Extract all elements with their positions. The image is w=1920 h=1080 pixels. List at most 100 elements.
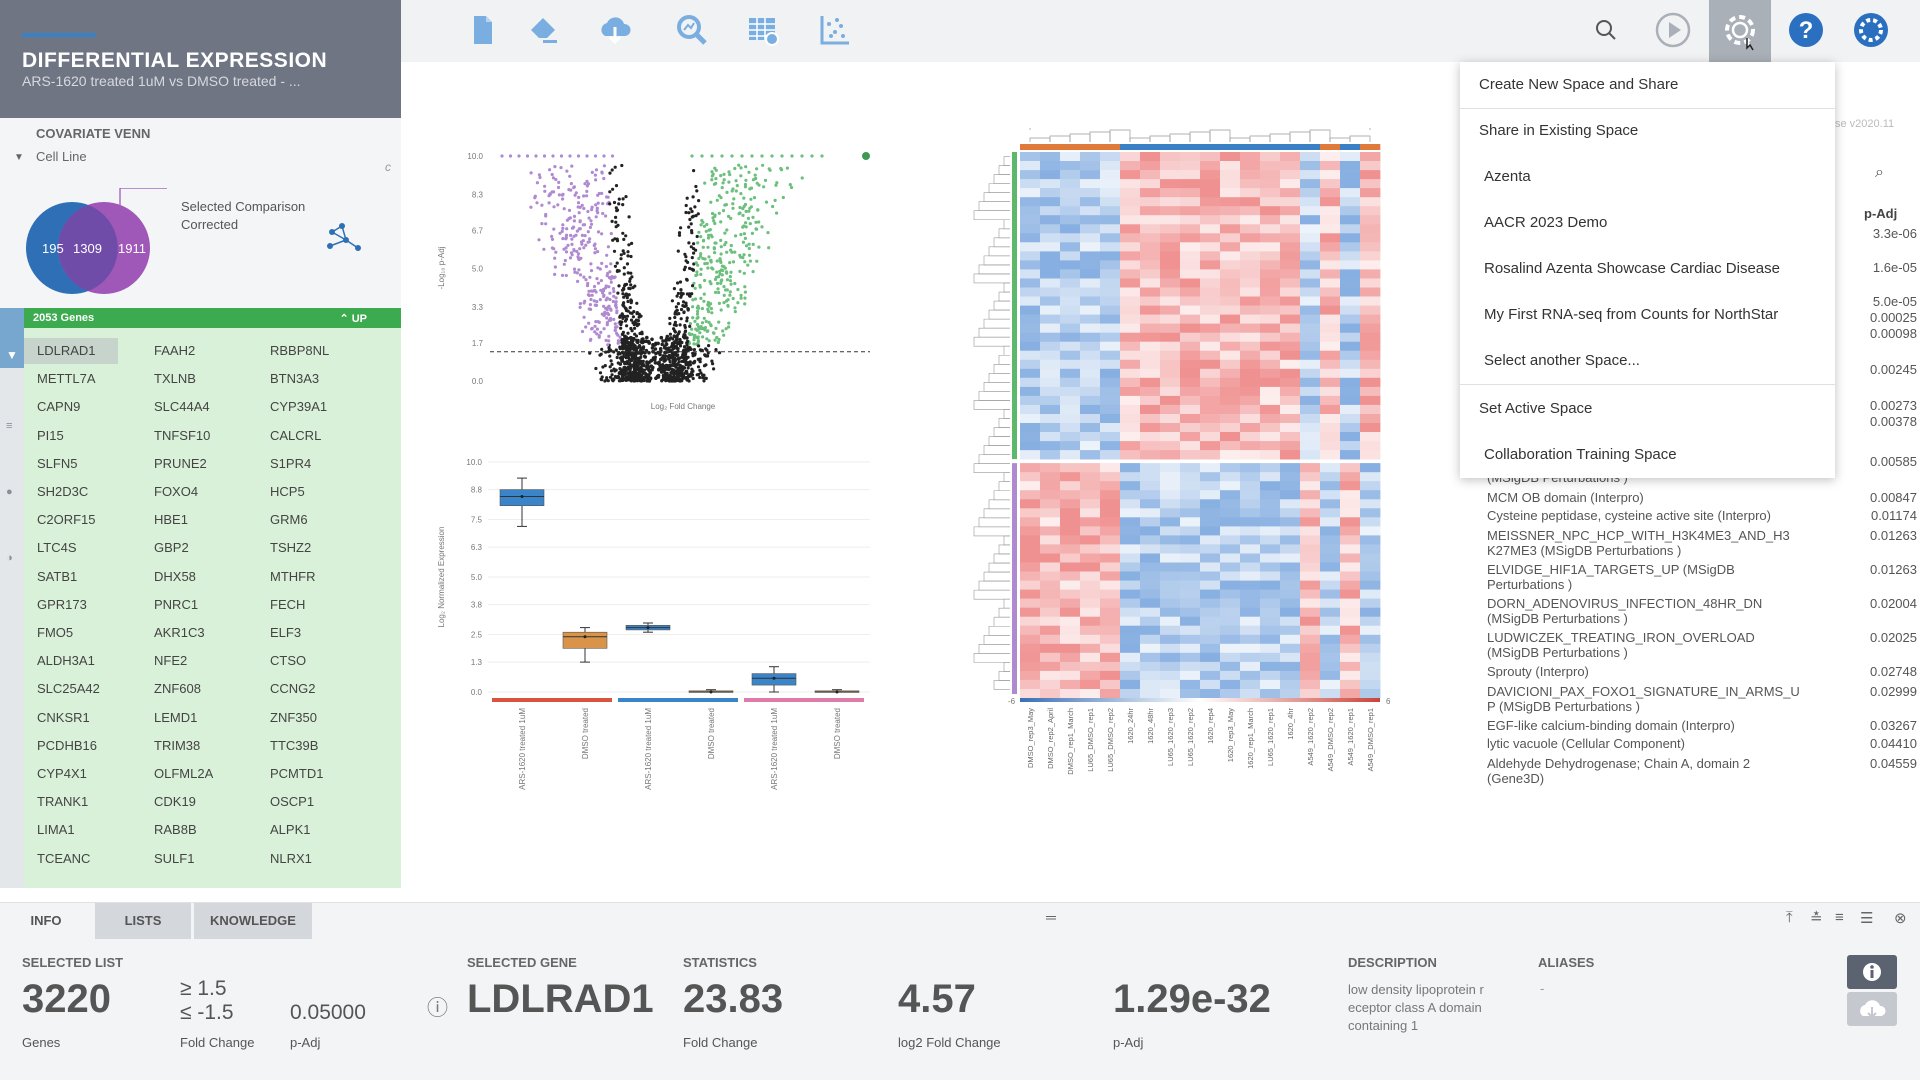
gene-list-item[interactable]: TNFSF10 bbox=[154, 427, 211, 443]
tab-info[interactable]: INFO bbox=[0, 903, 92, 939]
refresh-icon[interactable]: c bbox=[385, 160, 391, 174]
gene-list-item[interactable]: SLC25A42 bbox=[37, 681, 100, 697]
gene-list-item[interactable]: TCEANC bbox=[37, 850, 91, 866]
gene-list-item[interactable]: MTHFR bbox=[270, 568, 316, 584]
play-icon[interactable] bbox=[1653, 10, 1693, 50]
chevron-down-icon[interactable]: ▼ bbox=[14, 152, 24, 163]
table-padj-value[interactable]: 0.00273 bbox=[1870, 398, 1917, 413]
gene-list-item[interactable]: HCP5 bbox=[270, 484, 305, 499]
gene-list-item[interactable]: TTC39B bbox=[270, 737, 319, 753]
table-search-icon[interactable]: ⌕ bbox=[1875, 164, 1884, 181]
tag-icon[interactable]: ● bbox=[6, 486, 13, 498]
box[interactable] bbox=[499, 477, 545, 527]
gene-list-item[interactable]: GPR173 bbox=[37, 596, 87, 612]
gene-list-item[interactable]: S1PR4 bbox=[270, 455, 312, 471]
gene-list-item[interactable]: RBBP8NL bbox=[270, 343, 330, 358]
gene-list-item[interactable]: GRM6 bbox=[270, 512, 308, 528]
comparison-subtitle[interactable]: ARS-1620 treated 1uM vs DMSO treated - .… bbox=[22, 73, 301, 89]
gene-list-item[interactable]: OSCP1 bbox=[270, 794, 315, 810]
gene-download-button[interactable] bbox=[1847, 992, 1897, 1026]
volcano-plot[interactable]: 10.0 8.3 6.7 5.0 3.3 1.7 0.0 -Log₁₀ p-Adj Log₂ F… bbox=[430, 140, 890, 420]
network-icon[interactable] bbox=[324, 222, 366, 254]
gene-list-item[interactable]: FMO5 bbox=[37, 625, 74, 640]
gene-list-item[interactable]: GBP2 bbox=[154, 540, 189, 556]
gene-list-item[interactable]: SH2D3C bbox=[37, 484, 89, 499]
box[interactable] bbox=[625, 622, 671, 633]
gene-list-item[interactable]: TRIM38 bbox=[154, 737, 201, 753]
sort-icon[interactable]: ≡ bbox=[6, 420, 13, 432]
gene-list-item[interactable]: TRANK1 bbox=[37, 794, 89, 810]
expand-icon[interactable]: ≛ bbox=[1810, 910, 1823, 927]
share-menu-item[interactable]: Collaboration Training Space bbox=[1484, 446, 1677, 463]
share-menu-item[interactable]: Create New Space and Share bbox=[1479, 76, 1679, 93]
share-gear-button[interactable] bbox=[1709, 0, 1771, 62]
gene-list-item[interactable]: BTN3A3 bbox=[270, 371, 320, 387]
share-menu-item[interactable]: Azenta bbox=[1484, 168, 1531, 185]
gene-list-item[interactable]: DHX58 bbox=[154, 568, 196, 584]
pie-icon[interactable]: ◑ bbox=[6, 552, 13, 564]
search-icon[interactable] bbox=[1586, 10, 1626, 50]
share-menu-item[interactable]: Select another Space... bbox=[1484, 352, 1640, 369]
gene-list-item[interactable]: ALPK1 bbox=[270, 822, 311, 838]
covariate-dropdown[interactable]: Cell Line bbox=[36, 149, 87, 164]
gene-list-item[interactable]: ELF3 bbox=[270, 625, 302, 640]
venn-diagram[interactable]: 195 1309 1911 bbox=[12, 188, 172, 298]
help-icon[interactable]: ? bbox=[1786, 10, 1826, 50]
gene-list-item[interactable]: CDK19 bbox=[154, 794, 196, 810]
brand-logo-icon[interactable] bbox=[1851, 10, 1891, 50]
box[interactable] bbox=[814, 689, 860, 694]
table-padj-value[interactable]: 0.00585 bbox=[1870, 454, 1917, 469]
gene-list-item[interactable]: PI15 bbox=[37, 427, 64, 443]
venn-overlap[interactable] bbox=[58, 205, 118, 291]
gene-list-item[interactable]: C2ORF15 bbox=[37, 512, 96, 528]
tab-knowledge[interactable]: KNOWLEDGE bbox=[194, 903, 312, 939]
gene-list-item[interactable]: LIMA1 bbox=[37, 822, 75, 838]
info-circle-icon[interactable]: ⓘ bbox=[427, 997, 448, 1020]
share-menu-item[interactable]: Share in Existing Space bbox=[1479, 122, 1639, 139]
gene-list-item[interactable]: CAPN9 bbox=[37, 399, 81, 415]
table-padj-value[interactable]: 0.00378 bbox=[1870, 414, 1917, 429]
table-padj-value[interactable]: 1.6e-05 bbox=[1872, 260, 1917, 275]
close-panel-icon[interactable]: ⊗ bbox=[1894, 910, 1907, 927]
box[interactable] bbox=[688, 689, 734, 694]
cloud-download-icon[interactable] bbox=[597, 12, 633, 48]
gene-list-item[interactable]: NFE2 bbox=[154, 653, 188, 669]
table-padj-value[interactable]: 0.00098 bbox=[1870, 326, 1917, 341]
selected-gene-point[interactable] bbox=[862, 152, 870, 160]
gene-list-item[interactable]: METTL7A bbox=[37, 371, 96, 387]
table-padj-value[interactable]: 0.00025 bbox=[1870, 310, 1917, 325]
gene-list-item[interactable]: FECH bbox=[270, 596, 306, 612]
expand-top-icon[interactable]: ⤒ bbox=[1786, 909, 1793, 926]
gene-list-item[interactable]: NLRX1 bbox=[270, 850, 312, 866]
share-menu-item[interactable]: Rosalind Azenta Showcase Cardiac Disease bbox=[1484, 260, 1780, 277]
gene-list-item[interactable]: ZNF350 bbox=[270, 709, 317, 725]
collapse-icon[interactable]: ≡ bbox=[1835, 909, 1844, 926]
gene-list-item[interactable]: HBE1 bbox=[154, 512, 188, 528]
gene-list-item[interactable]: CYP4X1 bbox=[37, 766, 87, 781]
padj-column-header[interactable]: p-Adj bbox=[1864, 206, 1898, 221]
table-padj-value[interactable]: 3.3e-06 bbox=[1872, 226, 1917, 241]
expression-heatmap[interactable]: -6 6 DMSO_rep3_May DMSO_rep2_April DMSO_rep1… bbox=[968, 128, 1408, 788]
gene-info-button[interactable] bbox=[1847, 955, 1897, 989]
share-menu-item[interactable]: AACR 2023 Demo bbox=[1484, 214, 1608, 231]
gene-list-item[interactable]: LEMD1 bbox=[154, 709, 198, 725]
gene-list-item[interactable]: FAAH2 bbox=[154, 343, 196, 358]
scatter-plot-icon[interactable] bbox=[817, 12, 853, 48]
gene-list-item[interactable]: LDLRAD1 bbox=[24, 338, 118, 364]
gene-list-item[interactable]: TXLNB bbox=[154, 371, 196, 387]
gene-list-item[interactable]: PNRC1 bbox=[154, 596, 199, 612]
gene-list-item[interactable]: SLFN5 bbox=[37, 455, 78, 471]
gene-list-item[interactable]: SLC44A4 bbox=[154, 399, 210, 415]
gene-list-item[interactable]: CTSO bbox=[270, 653, 307, 669]
gene-list-item[interactable]: CYP39A1 bbox=[270, 399, 328, 415]
table-settings-icon[interactable] bbox=[745, 12, 781, 48]
gene-list-item[interactable]: RAB8B bbox=[154, 822, 197, 838]
drag-handle-icon[interactable]: ═ bbox=[1046, 909, 1056, 925]
table-padj-value[interactable]: 5.0e-05 bbox=[1872, 294, 1917, 309]
document-icon[interactable] bbox=[464, 12, 500, 48]
gene-list-item[interactable]: PRUNE2 bbox=[154, 455, 207, 471]
gene-list-item[interactable]: LTC4S bbox=[37, 540, 77, 556]
gene-list-item[interactable]: CNKSR1 bbox=[37, 709, 90, 725]
table-padj-value[interactable]: 0.00245 bbox=[1870, 362, 1917, 377]
gene-list-item[interactable]: PCDHB16 bbox=[37, 737, 97, 753]
